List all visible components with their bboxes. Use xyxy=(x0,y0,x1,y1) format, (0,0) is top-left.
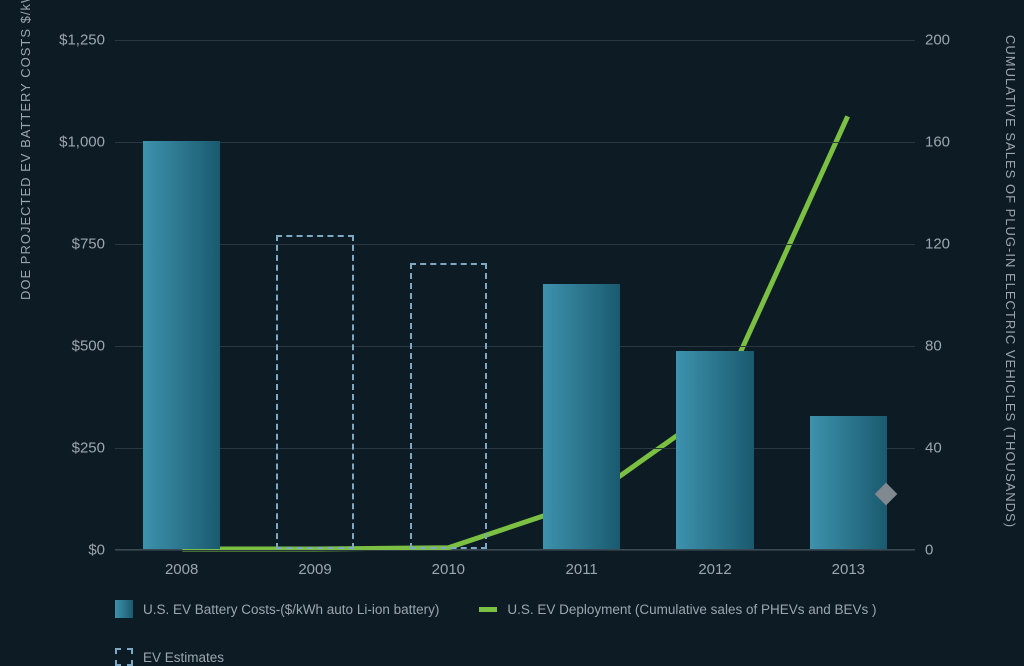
y-left-tick: $0 xyxy=(88,542,105,559)
grid-line xyxy=(115,448,915,449)
x-tick: 2012 xyxy=(698,561,731,578)
x-tick: 2010 xyxy=(432,561,465,578)
chart-container: DOE PROJECTED EV BATTERY COSTS $/kWh CUM… xyxy=(0,0,1024,663)
battery-cost-bar xyxy=(543,284,620,549)
x-tick: 2008 xyxy=(165,561,198,578)
legend-label: U.S. EV Deployment (Cumulative sales of … xyxy=(507,602,876,617)
y-right-tick: 40 xyxy=(925,440,942,457)
battery-cost-bar xyxy=(143,141,220,549)
plot-area: $0$250$500$750$1,000$1,25004080120160200… xyxy=(115,40,915,550)
grid-line xyxy=(115,40,915,41)
grid-line xyxy=(115,346,915,347)
legend-item: EV Estimates xyxy=(115,648,224,666)
legend-item: U.S. EV Battery Costs-($/kWh auto Li-ion… xyxy=(115,600,439,618)
legend-item: U.S. EV Deployment (Cumulative sales of … xyxy=(479,602,876,617)
legend-label: U.S. EV Battery Costs-($/kWh auto Li-ion… xyxy=(143,602,439,617)
y-right-tick: 200 xyxy=(925,32,950,49)
legend-swatch-icon xyxy=(115,600,133,618)
grid-line xyxy=(115,550,915,551)
line-series-layer xyxy=(115,40,915,549)
x-tick: 2009 xyxy=(298,561,331,578)
y-right-tick: 160 xyxy=(925,134,950,151)
legend-label: EV Estimates xyxy=(143,650,224,665)
battery-estimate-bar xyxy=(276,235,353,549)
y-left-tick: $500 xyxy=(72,338,105,355)
grid-line xyxy=(115,142,915,143)
x-tick: 2013 xyxy=(832,561,865,578)
y-left-tick: $1,250 xyxy=(59,32,105,49)
battery-cost-bar xyxy=(810,416,887,549)
x-tick: 2011 xyxy=(566,561,598,578)
y-left-tick: $750 xyxy=(72,236,105,253)
y-right-axis-label: CUMULATIVE SALES OF PLUG-IN ELECTRIC VEH… xyxy=(1003,35,1018,528)
battery-cost-bar xyxy=(676,351,753,549)
y-left-tick: $1,000 xyxy=(59,134,105,151)
battery-estimate-bar xyxy=(410,263,487,549)
grid-line xyxy=(115,244,915,245)
legend: U.S. EV Battery Costs-($/kWh auto Li-ion… xyxy=(115,600,1005,666)
y-left-tick: $250 xyxy=(72,440,105,457)
legend-swatch-icon xyxy=(479,607,497,612)
y-right-tick: 80 xyxy=(925,338,942,355)
y-right-tick: 0 xyxy=(925,542,933,559)
y-right-tick: 120 xyxy=(925,236,950,253)
y-left-axis-label: DOE PROJECTED EV BATTERY COSTS $/kWh xyxy=(18,0,33,300)
legend-swatch-icon xyxy=(115,648,133,666)
